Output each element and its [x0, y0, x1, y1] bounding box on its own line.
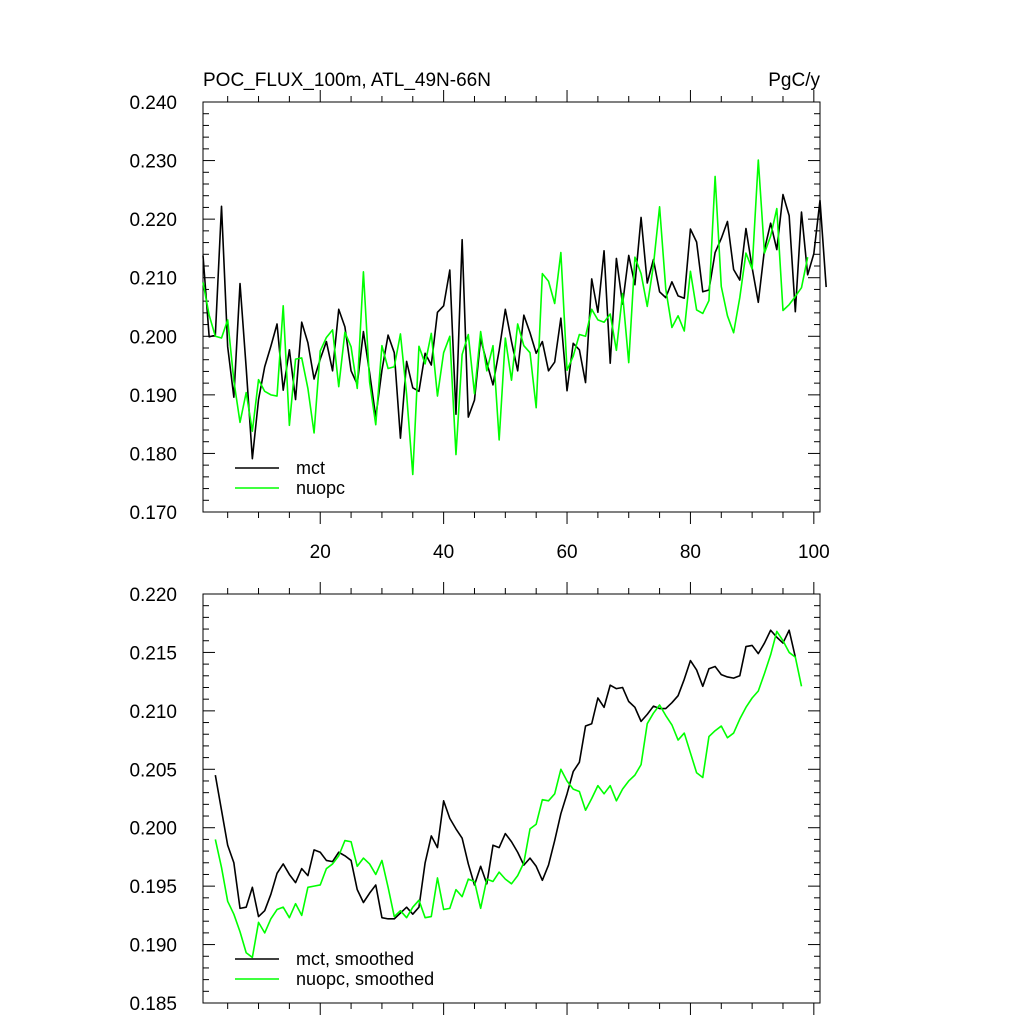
- y-tick-label: 0.190: [129, 386, 177, 407]
- y-tick-label: 0.200: [129, 327, 177, 348]
- y-tick-label: 0.190: [129, 936, 177, 957]
- y-tick-label: 0.210: [129, 702, 177, 723]
- y-tick-label: 0.220: [129, 585, 177, 606]
- legend-label: mct: [296, 458, 325, 478]
- units-label: PgC/y: [768, 70, 820, 91]
- plot-frame: [202, 593, 821, 1004]
- y-tick-label: 0.210: [129, 269, 177, 290]
- y-tick-label: 0.240: [129, 93, 177, 114]
- legend-label: mct, smoothed: [296, 949, 414, 969]
- y-tick-label: 0.170: [129, 503, 177, 524]
- y-tick-label: 0.205: [129, 760, 177, 781]
- x-tick-label: 40: [433, 542, 454, 563]
- x-tick-label: 60: [556, 542, 577, 563]
- chart-title: POC_FLUX_100m, ATL_49N-66N: [203, 70, 491, 91]
- y-tick-label: 0.195: [129, 877, 177, 898]
- plot-frame: [202, 101, 821, 513]
- y-tick-label: 0.215: [129, 643, 177, 664]
- top-panel: 0.170 0.180 0.190 0.200 0.210 0.220 0.230 0.240…: [129, 90, 830, 563]
- x-tick-label: 80: [680, 542, 701, 563]
- series-line-nuopc: [214, 630, 803, 959]
- y-tick-label: 0.230: [129, 152, 177, 173]
- y-tick-label: 0.185: [129, 994, 177, 1015]
- series-line-mct: [202, 193, 827, 460]
- series-line-mct: [214, 629, 797, 920]
- x-tick-label: 20: [310, 542, 331, 563]
- bottom-panel: 0.185 0.190 0.195 0.200 0.205 0.210 0.215 0.220…: [129, 582, 821, 1015]
- y-tick-label: 0.200: [129, 819, 177, 840]
- legend-label: nuopc: [296, 478, 345, 498]
- y-tick-label: 0.220: [129, 210, 177, 231]
- series-line-nuopc: [202, 159, 809, 476]
- x-tick-label: 100: [798, 542, 830, 563]
- y-tick-label: 0.180: [129, 444, 177, 465]
- legend-label: nuopc, smoothed: [296, 969, 434, 989]
